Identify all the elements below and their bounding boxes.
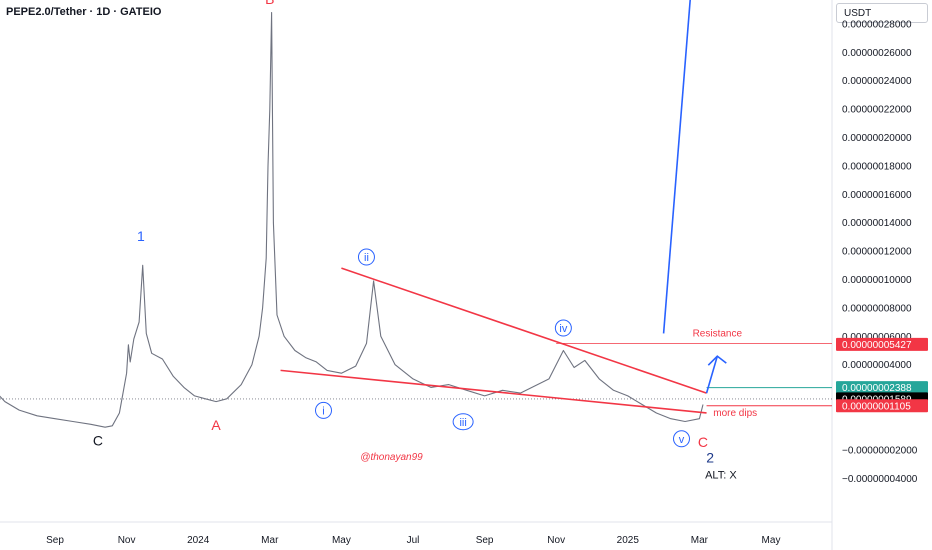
y-tick-label: 0.00000016000 <box>842 190 912 201</box>
up-arrow-shaft <box>705 355 719 394</box>
y-tick-label: 0.00000020000 <box>842 133 912 144</box>
y-tick-label: −0.00000002000 <box>842 445 918 456</box>
x-tick-label: Mar <box>691 535 709 546</box>
price-series-line <box>0 11 704 428</box>
y-tick-label: 0.00000004000 <box>842 360 912 371</box>
annotation-text: Resistance <box>693 328 743 339</box>
wave-label: ii <box>364 252 369 264</box>
x-tick-label: Jul <box>407 535 420 546</box>
y-tick-label: 0.00000028000 <box>842 19 912 30</box>
wave-circle <box>452 413 474 431</box>
y-tick-label: 0.00000014000 <box>842 218 912 229</box>
trend-line-projection <box>662 0 691 334</box>
wave-label: A <box>211 417 221 433</box>
wave-label: 2 <box>706 450 714 466</box>
x-tick-label: Sep <box>476 535 494 546</box>
wave-label: iv <box>559 323 567 335</box>
y-tick-label: 0.00000012000 <box>842 247 912 258</box>
y-tick-label: 0.00000006000 <box>842 332 912 343</box>
price-level-label: 0.00000002388 <box>842 383 912 394</box>
wave-label: v <box>679 434 685 446</box>
currency-selector[interactable]: USDT <box>836 3 928 23</box>
wave-circle <box>673 430 690 448</box>
wave-label: B <box>265 0 274 7</box>
y-tick-label: 0.00000010000 <box>842 275 912 286</box>
annotation-text: @thonayan99 <box>360 452 423 463</box>
x-tick-label: May <box>762 535 781 546</box>
x-tick-label: Sep <box>46 535 64 546</box>
y-tick-label: 0.00000008000 <box>842 303 912 314</box>
wave-circle <box>554 319 572 337</box>
wave-label: i <box>322 405 324 417</box>
wave-label: ALT: X <box>705 469 737 481</box>
wave-label: C <box>698 434 708 450</box>
y-tick-label: −0.00000004000 <box>842 474 918 485</box>
price-level-badge <box>836 337 928 351</box>
wave-circle <box>315 401 332 419</box>
x-tick-label: Nov <box>547 535 565 546</box>
wave-label: iii <box>459 417 466 429</box>
x-tick-label: Nov <box>118 535 136 546</box>
wave-label: 1 <box>137 228 145 244</box>
y-tick-label: 0.00000026000 <box>842 48 912 59</box>
x-tick-label: May <box>332 535 351 546</box>
x-tick-label: Mar <box>261 535 279 546</box>
price-level-label: 0.00000001105 <box>842 401 911 412</box>
price-level-label: 0.00000005427 <box>842 340 912 351</box>
x-tick-label: 2024 <box>187 535 210 546</box>
wave-label: C <box>93 433 103 449</box>
trend-line-lower <box>280 369 707 414</box>
annotation-text: more dips <box>713 408 757 419</box>
y-tick-label: 0.00000018000 <box>842 161 912 172</box>
price-level-badge <box>836 381 928 395</box>
y-tick-label: 0.00000022000 <box>842 105 912 116</box>
x-tick-label: 2025 <box>617 535 640 546</box>
price-level-badge <box>836 399 928 413</box>
wave-circle <box>357 248 375 266</box>
up-arrow-head <box>707 355 727 366</box>
y-tick-label: 0.00000024000 <box>842 76 912 87</box>
chart-title: PEPE2.0/Tether · 1D · GATEIO <box>6 6 162 18</box>
trend-line-upper <box>341 267 707 394</box>
